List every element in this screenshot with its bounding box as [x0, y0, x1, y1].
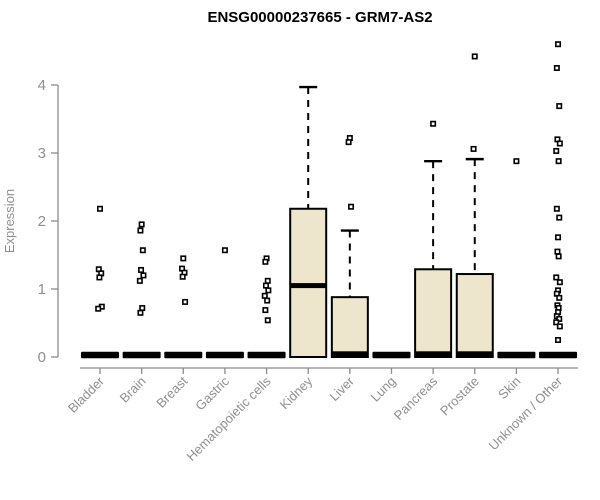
outlier-point: [471, 53, 478, 60]
box: [289, 207, 328, 358]
collapsed-box-bar: [539, 351, 578, 359]
median-line: [414, 351, 452, 358]
outlier-point: [95, 305, 102, 312]
outlier-point: [180, 255, 187, 262]
outlier-point: [555, 158, 562, 165]
y-tick-label: 4: [38, 77, 46, 94]
y-axis-label: Expression: [2, 189, 17, 253]
x-tick-label: Prostate: [437, 374, 482, 419]
outlier-point: [262, 307, 269, 314]
outlier-point: [553, 274, 560, 281]
outlier-point: [345, 139, 352, 146]
collapsed-box-bar: [497, 351, 536, 359]
outlier-point: [264, 297, 271, 304]
outlier-point: [96, 274, 103, 281]
outlier-point: [553, 147, 560, 154]
median-line: [331, 351, 369, 358]
collapsed-box-bar: [164, 351, 203, 359]
outlier-point: [556, 323, 563, 330]
outlier-point: [139, 247, 146, 254]
outlier-point: [556, 140, 563, 147]
outlier-point: [555, 253, 562, 260]
outlier-point: [140, 272, 147, 279]
collapsed-box-bar: [122, 351, 161, 359]
outlier-point: [182, 298, 189, 305]
outlier-point: [264, 317, 271, 324]
x-tick-label: Bladder: [65, 373, 108, 416]
collapsed-box-bar: [205, 351, 244, 359]
x-tick-label: Breast: [153, 373, 190, 410]
outlier-point: [470, 145, 477, 152]
y-tick-label: 3: [38, 145, 46, 162]
box: [455, 273, 494, 359]
outlier-point: [348, 203, 355, 210]
outlier-point: [262, 282, 269, 289]
collapsed-box-bar: [247, 351, 286, 359]
x-tick-label: Liver: [326, 373, 357, 404]
x-tick-label: Lung: [368, 374, 399, 405]
x-tick-label: Pancreas: [391, 373, 441, 423]
outlier-point: [136, 277, 143, 284]
outlier-point: [513, 158, 520, 165]
outlier-point: [556, 214, 563, 221]
outlier-point: [556, 279, 563, 286]
outlier-point: [262, 258, 269, 265]
x-tick-label: Skin: [495, 374, 523, 402]
x-tick-label: Brain: [117, 374, 149, 406]
outlier-point: [553, 65, 560, 72]
outlier-point: [430, 120, 437, 127]
x-tick-label: Unknown / Other: [486, 373, 566, 453]
chart-title: ENSG00000237665 - GRM7-AS2: [207, 9, 432, 26]
outlier-point: [553, 205, 560, 212]
outlier-point: [556, 103, 563, 110]
outlier-point: [265, 287, 272, 294]
outlier-point: [554, 248, 561, 255]
x-tick-label: Gastric: [192, 373, 232, 413]
median-line: [290, 283, 327, 289]
outlier-point: [138, 266, 145, 273]
outlier-point: [137, 227, 144, 234]
outlier-point: [221, 247, 228, 254]
outlier-point: [179, 273, 186, 280]
collapsed-box-bar: [372, 351, 411, 359]
outlier-point: [555, 234, 562, 241]
outlier-point: [97, 205, 104, 212]
y-tick-label: 0: [38, 349, 46, 366]
outlier-point: [261, 292, 268, 299]
outlier-point: [555, 336, 562, 343]
median-line: [456, 351, 494, 358]
box: [330, 296, 369, 359]
outlier-point: [264, 277, 271, 284]
outlier-point: [555, 41, 562, 48]
collapsed-box-bar: [81, 351, 119, 359]
outlier-point: [137, 309, 144, 316]
outlier-point: [553, 319, 560, 326]
x-tick-label: Kidney: [277, 373, 316, 412]
outlier-point: [139, 305, 146, 312]
outlier-point: [138, 221, 145, 228]
y-tick-label: 1: [38, 281, 46, 298]
outlier-point: [556, 294, 563, 301]
box: [414, 268, 453, 358]
y-tick-label: 2: [38, 213, 46, 230]
